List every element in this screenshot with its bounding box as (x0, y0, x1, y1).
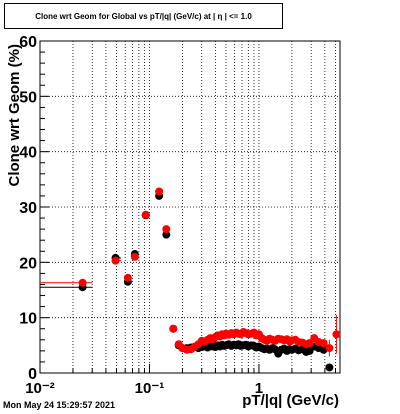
data-point (325, 344, 334, 353)
data-point (332, 330, 341, 339)
data-point (325, 363, 334, 372)
x-axis-title: pT/|q| (GeV/c) (242, 392, 339, 409)
y-tick-label: 30 (19, 200, 37, 217)
data-point (162, 230, 171, 239)
data-point (162, 225, 171, 234)
data-point (141, 210, 150, 219)
plot-title: Clone wrt Geom for Global vs pT/|q| (GeV… (35, 11, 252, 21)
data-point (169, 324, 178, 333)
series-1 (40, 187, 341, 357)
y-tick-label: 0 (28, 366, 37, 383)
data-point (155, 187, 164, 196)
y-axis-title: Clone wrt Geom (%) (6, 44, 23, 187)
data-point (305, 339, 314, 348)
data-point (123, 273, 132, 282)
y-tick-label: 40 (19, 145, 37, 162)
data-point (78, 278, 87, 287)
y-tick-label: 60 (19, 34, 37, 51)
y-tick-label: 10 (19, 311, 37, 328)
x-tick-label: 10⁻¹ (135, 380, 165, 397)
timestamp: Mon May 24 15:29:57 2021 (3, 400, 116, 410)
x-tick-label: 10⁻² (25, 380, 55, 397)
y-tick-label: 50 (19, 89, 37, 106)
y-tick-label: 20 (19, 255, 37, 272)
data-point (319, 339, 328, 348)
data-point (111, 256, 120, 265)
data-point (130, 252, 139, 261)
x-tick-label: 1 (255, 380, 263, 397)
plot-title-box: Clone wrt Geom for Global vs pT/|q| (GeV… (4, 3, 283, 29)
